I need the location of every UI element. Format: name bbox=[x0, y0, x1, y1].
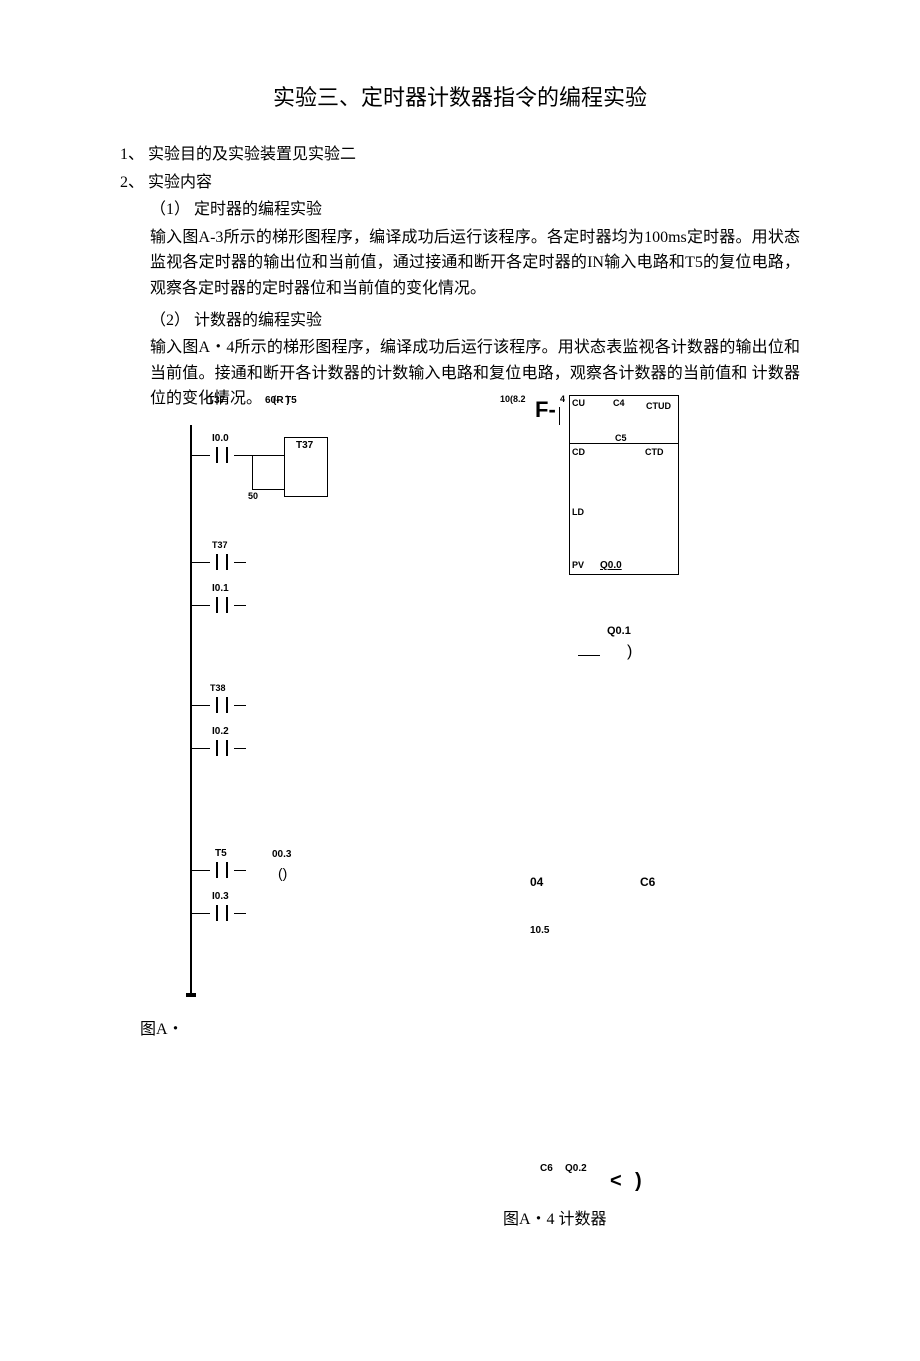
label-003: 00.3 bbox=[272, 849, 291, 860]
rung2a-wire-b bbox=[234, 562, 246, 563]
rung2b-wire-b bbox=[234, 605, 246, 606]
rail-end bbox=[186, 993, 196, 997]
caption-a4: 图A・4 计数器 bbox=[503, 1205, 607, 1229]
rung3a-wire-a bbox=[192, 705, 210, 706]
rung4b-wire-a bbox=[192, 913, 210, 914]
q01-dash bbox=[578, 655, 600, 656]
label-ld: LD bbox=[572, 507, 584, 517]
coil-q02: ) bbox=[635, 1170, 642, 1193]
label-ctd: CTD bbox=[645, 447, 664, 457]
label-cd: CD bbox=[572, 447, 585, 457]
paragraph-1: 输入图A-3所示的梯形图程序，编译成功后运行该程序。各定时器均为100ms定时器… bbox=[120, 225, 800, 302]
rung1-wire-a bbox=[192, 455, 210, 456]
label-04: 04 bbox=[530, 875, 543, 889]
diagram-area: T37 60- T5 (R ) I0.0 T37 50 T37 I0.1 T38… bbox=[140, 395, 800, 1295]
contact-t37 bbox=[210, 552, 234, 572]
label-4: 4 bbox=[560, 394, 565, 404]
coil-003: () bbox=[278, 865, 287, 881]
rung1-branch-v bbox=[252, 455, 253, 489]
label-i01: I0.1 bbox=[212, 583, 229, 594]
contact-t38 bbox=[210, 695, 234, 715]
label-t38: T38 bbox=[210, 683, 226, 693]
label-i082: 10(8.2 bbox=[500, 394, 526, 404]
section-2: 2、 实验内容 bbox=[120, 170, 800, 196]
label-i05: 10.5 bbox=[530, 925, 549, 936]
sub-item-2: （2） 计数器的编程实验 bbox=[120, 308, 800, 334]
label-t5: T5 bbox=[215, 848, 227, 859]
rung3b-wire-b bbox=[234, 748, 246, 749]
label-t37-box: T37 bbox=[296, 440, 313, 451]
contact-i00 bbox=[210, 445, 234, 465]
label-q02: Q0.2 bbox=[565, 1163, 587, 1174]
label-i03: I0.3 bbox=[212, 891, 229, 902]
label-q00: Q0.0 bbox=[600, 560, 622, 571]
contact-t5 bbox=[210, 860, 234, 880]
contact-i02 bbox=[210, 738, 234, 758]
label-cu: CU bbox=[572, 398, 585, 408]
lt-sign: < bbox=[610, 1170, 622, 1193]
label-pv: PV bbox=[572, 560, 584, 570]
rung4a-wire-a bbox=[192, 870, 210, 871]
counter-box bbox=[569, 395, 679, 575]
label-i00: I0.0 bbox=[212, 433, 229, 444]
rung1-branch-h bbox=[252, 489, 284, 490]
coil-q01: ) bbox=[627, 643, 632, 661]
rung3a-wire-b bbox=[234, 705, 246, 706]
rung2a-wire-a bbox=[192, 562, 210, 563]
label-r-header: (R ) bbox=[273, 395, 290, 406]
content-section: 1、 实验目的及实验装置见实验二 2、 实验内容 （1） 定时器的编程实验 输入… bbox=[120, 142, 800, 412]
label-c6-2: C6 bbox=[540, 1163, 553, 1174]
label-c6: C6 bbox=[640, 875, 655, 889]
label-50: 50 bbox=[248, 491, 258, 501]
label-i02: I0.2 bbox=[212, 726, 229, 737]
label-q01: Q0.1 bbox=[607, 625, 631, 637]
label-c4: C4 bbox=[613, 398, 625, 408]
page-title: 实验三、定时器计数器指令的编程实验 bbox=[120, 80, 800, 112]
big-f: F- bbox=[535, 397, 556, 423]
rung2b-wire-a bbox=[192, 605, 210, 606]
f-tick bbox=[559, 407, 560, 425]
contact-i03 bbox=[210, 903, 234, 923]
box-div1 bbox=[569, 443, 679, 444]
caption-a3: 图A・ bbox=[140, 1015, 184, 1039]
rung1-wire-b bbox=[234, 455, 284, 456]
rung4b-wire-b bbox=[234, 913, 246, 914]
rung4a-wire-b bbox=[234, 870, 246, 871]
sub-item-1: （1） 定时器的编程实验 bbox=[120, 197, 800, 223]
left-rail bbox=[190, 425, 192, 995]
rung3b-wire-a bbox=[192, 748, 210, 749]
label-t37-contact: T37 bbox=[212, 540, 228, 550]
contact-i01 bbox=[210, 595, 234, 615]
label-ctud: CTUD bbox=[646, 401, 671, 411]
label-t37-header: T37 bbox=[208, 395, 225, 406]
section-1: 1、 实验目的及实验装置见实验二 bbox=[120, 142, 800, 168]
label-c5: C5 bbox=[615, 433, 627, 443]
